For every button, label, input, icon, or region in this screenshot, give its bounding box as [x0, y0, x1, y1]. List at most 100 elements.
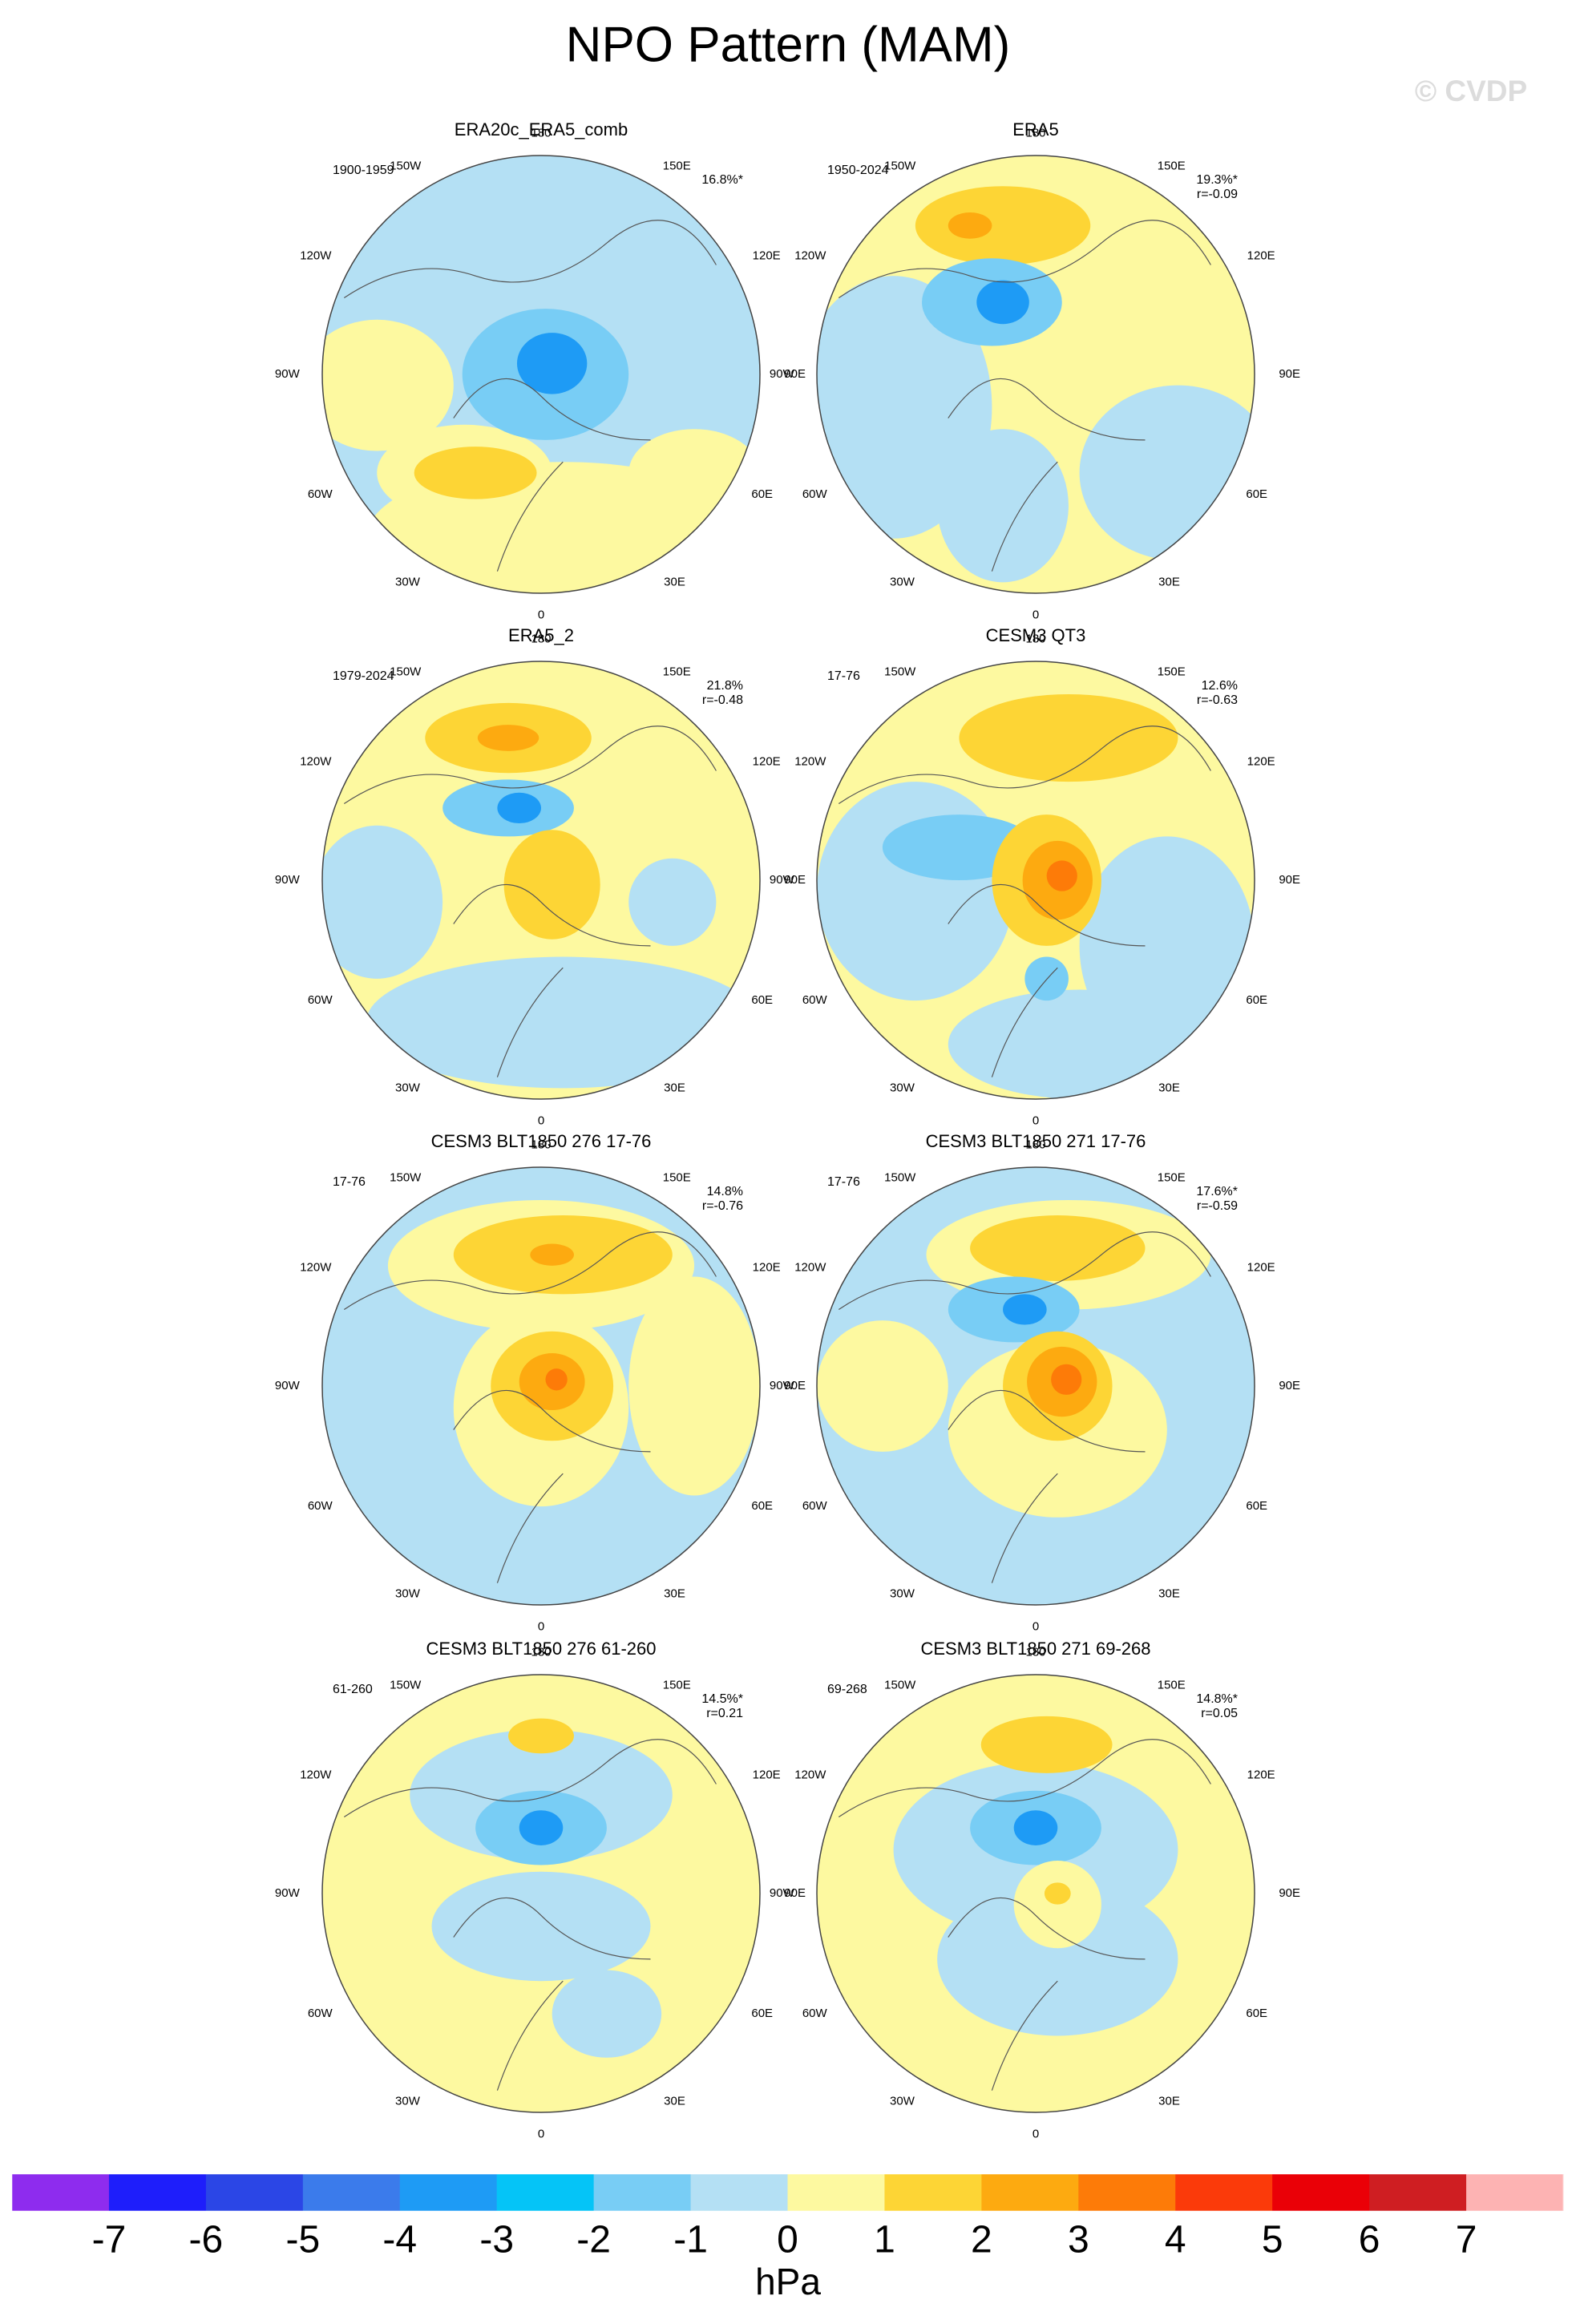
longitude-label: 30E	[664, 1586, 685, 1600]
longitude-label: 120W	[794, 755, 826, 769]
colorbar-segment	[108, 2174, 207, 2211]
longitude-label: 150E	[663, 160, 691, 173]
anomaly-contour	[552, 1970, 662, 2058]
colorbar-label: -4	[382, 2219, 417, 2261]
colorbar-segment	[593, 2174, 692, 2211]
anomaly-contour	[817, 1320, 948, 1452]
longitude-label: 150E	[1158, 160, 1186, 173]
pattern-percent: 14.5%*	[701, 1692, 743, 1706]
map	[817, 156, 1255, 593]
longitude-label: 60E	[751, 1499, 773, 1513]
longitude-label: 120E	[1247, 249, 1275, 263]
longitude-label: 60E	[1246, 487, 1267, 501]
longitude-label: 150E	[663, 1679, 691, 1692]
coastline	[838, 1739, 1211, 2091]
anomaly-contour	[545, 1368, 568, 1391]
pattern-correlation: r=-0.09	[1197, 188, 1238, 201]
colorbar-unit: hPa	[755, 2261, 821, 2302]
longitude-label: 90E	[1279, 367, 1300, 381]
longitude-label: 0	[1032, 1113, 1039, 1127]
coastline	[838, 220, 1211, 572]
anomaly-contour	[915, 186, 1091, 265]
pattern-correlation: r=0.05	[1201, 1707, 1238, 1720]
colorbar-label: -6	[189, 2219, 224, 2261]
longitude-label: 150W	[390, 1679, 422, 1692]
coastline	[343, 220, 717, 572]
colorbar-label: 7	[1456, 2219, 1477, 2261]
map	[322, 156, 760, 593]
anomaly-contour	[817, 276, 992, 539]
coastline	[838, 725, 1211, 1077]
colorbar-segment	[787, 2174, 885, 2211]
map-border	[321, 1674, 761, 2113]
longitude-label: 120W	[794, 1768, 826, 1782]
pattern-correlation: r=-0.59	[1197, 1199, 1238, 1213]
map	[817, 1167, 1255, 1605]
longitude-label: 60W	[308, 993, 333, 1007]
anomaly-contour	[497, 792, 541, 824]
colorbar-segment	[884, 2174, 982, 2211]
colorbar-segment	[12, 2174, 110, 2211]
map-border	[321, 1166, 761, 1606]
longitude-label: 180	[531, 1646, 551, 1659]
panel-title: CESM3 QT3	[986, 625, 1086, 645]
longitude-label: 150W	[884, 1679, 916, 1692]
colorbar-label: -1	[673, 2219, 708, 2261]
panel-period: 17-76	[827, 669, 860, 683]
panel-title: CESM3 BLT1850 271 69-268	[921, 1639, 1151, 1659]
panel-title: ERA5	[1012, 119, 1058, 139]
longitude-label: 150W	[884, 160, 916, 173]
pattern-percent: 12.6%	[1202, 679, 1238, 693]
anomaly-contour	[1046, 860, 1077, 891]
longitude-label: 120E	[1247, 1768, 1275, 1782]
longitude-label: 30E	[1158, 1081, 1180, 1094]
colorbar-segment	[1272, 2174, 1370, 2211]
pattern-correlation: r=0.21	[706, 1707, 743, 1720]
longitude-label: 0	[1032, 1619, 1039, 1633]
pattern-correlation: r=-0.63	[1197, 693, 1238, 707]
pattern-percent: 14.8%*	[1196, 1692, 1238, 1706]
longitude-label: 180	[1025, 1138, 1045, 1152]
anomaly-contour	[948, 212, 992, 239]
longitude-label: 60E	[751, 2007, 773, 2020]
anomaly-contour	[1003, 1294, 1047, 1325]
longitude-label: 150W	[884, 665, 916, 679]
anomaly-contour	[322, 319, 454, 451]
colorbar-segment	[302, 2174, 401, 2211]
longitude-label: 60W	[802, 1499, 828, 1513]
panel-period: 17-76	[333, 1175, 366, 1189]
anomaly-contour	[970, 1215, 1146, 1281]
longitude-label: 90E	[1279, 1886, 1300, 1900]
map	[817, 661, 1255, 1099]
anomaly-contour	[937, 1882, 1178, 2036]
pattern-correlation: r=-0.76	[702, 1199, 743, 1213]
colorbar-label: 3	[1068, 2219, 1089, 2261]
anomaly-contour	[937, 429, 1069, 583]
longitude-label: 30E	[664, 2094, 685, 2108]
colorbar-label: -3	[479, 2219, 514, 2261]
longitude-label: 120E	[753, 249, 781, 263]
longitude-label: 90W	[275, 1379, 301, 1392]
longitude-label: 30W	[395, 575, 421, 588]
colorbar-label: 1	[874, 2219, 895, 2261]
longitude-label: 90E	[784, 367, 806, 381]
longitude-label: 180	[531, 1138, 551, 1152]
longitude-label: 120W	[300, 1261, 332, 1275]
colorbar-segment	[205, 2174, 304, 2211]
anomaly-contour	[976, 280, 1029, 325]
anomaly-contour	[414, 447, 537, 499]
pattern-percent: 19.3%*	[1196, 173, 1238, 187]
colorbar-segment	[496, 2174, 595, 2211]
longitude-label: 60W	[802, 487, 828, 501]
map	[322, 1167, 760, 1605]
longitude-label: 180	[531, 127, 551, 140]
longitude-label: 30E	[664, 1081, 685, 1094]
colorbar-border	[11, 2173, 1564, 2212]
longitude-label: 60E	[751, 487, 773, 501]
anomaly-contour	[1013, 1810, 1058, 1845]
longitude-label: 0	[538, 1619, 544, 1633]
pattern-correlation: r=-0.48	[702, 693, 743, 707]
longitude-label: 30E	[1158, 575, 1180, 588]
longitude-label: 0	[538, 608, 544, 621]
anomaly-contour	[519, 1810, 564, 1845]
